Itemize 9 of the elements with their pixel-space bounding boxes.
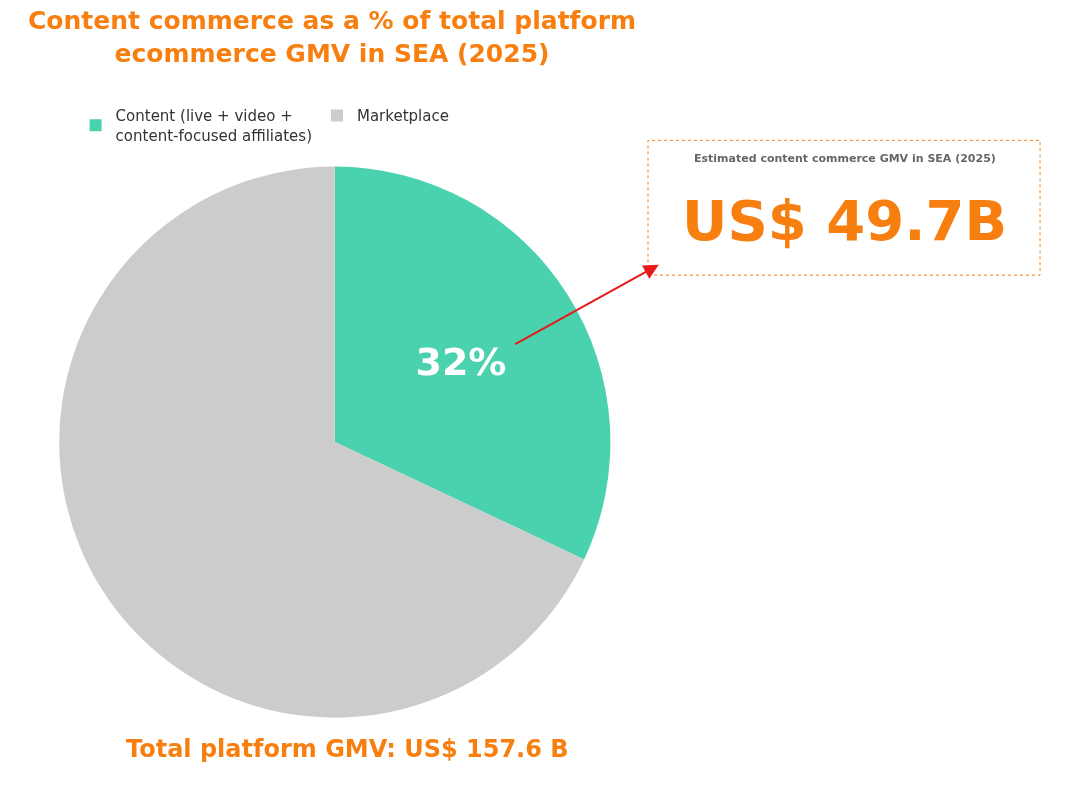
pie-slice [59, 166, 585, 718]
pie-slice [334, 166, 610, 560]
legend-label: Marketplace [356, 107, 449, 126]
text: Total platform GMV: US$ 157.6 B [126, 735, 569, 763]
text: Estimated content commerce GMV in SEA (2025) [694, 152, 996, 165]
legend-label: Content (live + video + content-focused affiliates) [115, 107, 312, 145]
text: US$ 49.7B [682, 188, 1008, 253]
chart-title: Content commerce as a % of total platform ecommerce GMV in SEA (2025) [28, 6, 637, 68]
data-label: 32% [415, 340, 507, 385]
